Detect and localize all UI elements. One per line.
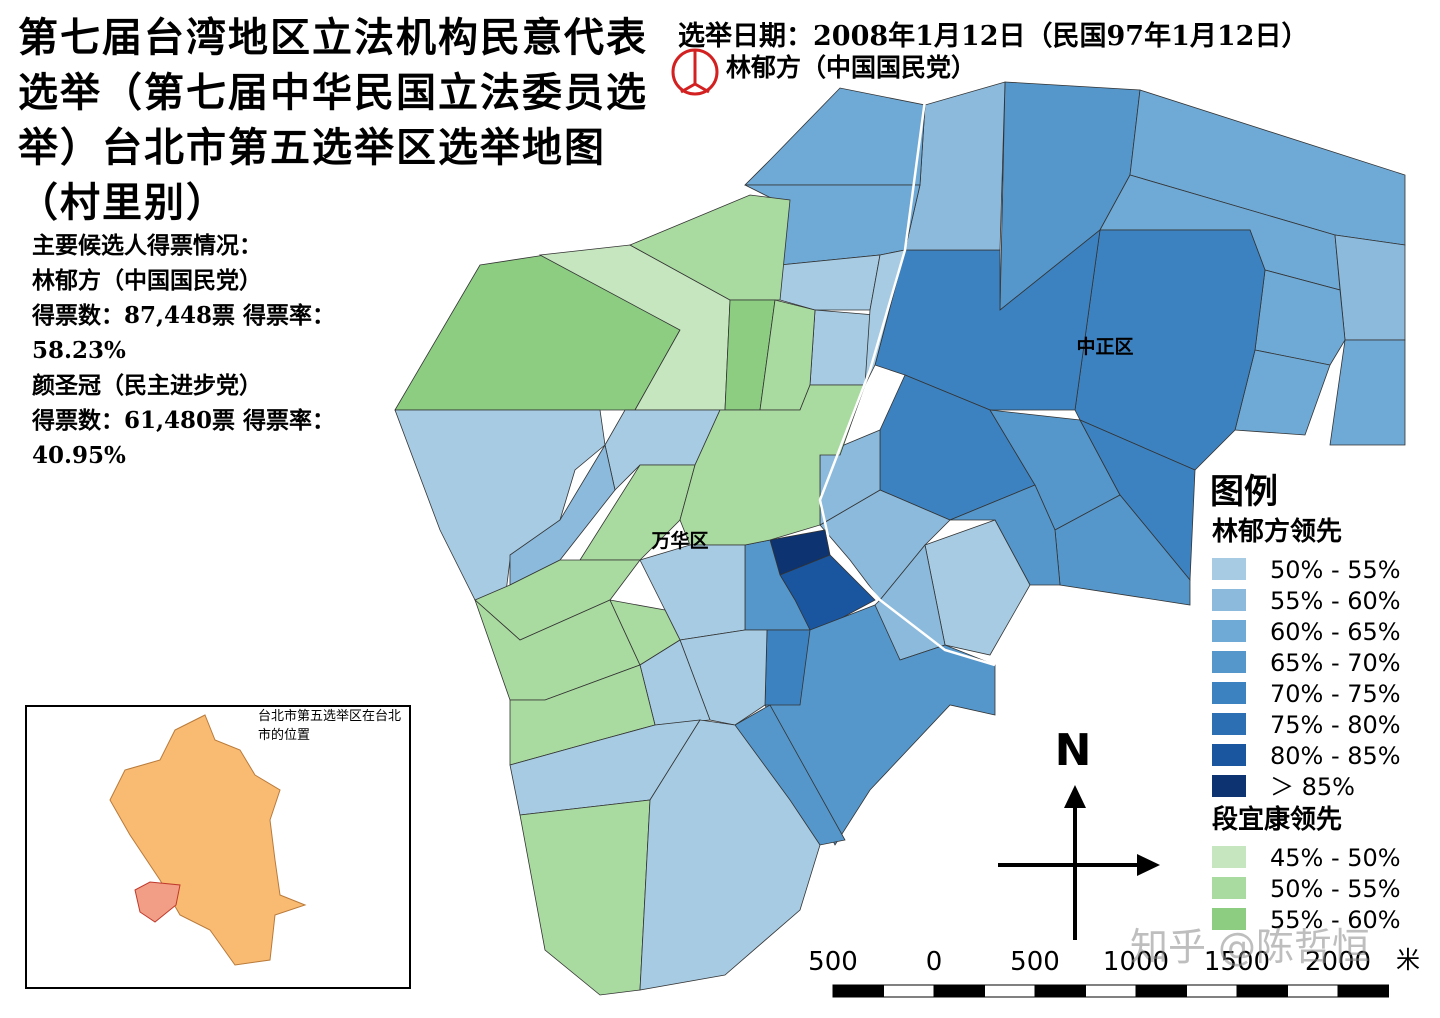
legend-swatch — [1212, 775, 1246, 797]
legend-swatch — [1212, 558, 1246, 580]
legend-group: 林郁方领先 — [1212, 516, 1342, 547]
scale-label: 2000 — [1305, 947, 1371, 977]
candidate-name: 颜圣冠（民主进步党） — [32, 372, 262, 399]
legend-label: 70% - 75% — [1270, 680, 1401, 708]
inset-map: 台北市第五选举区在台北市的位置 — [25, 705, 411, 989]
legend-label: 55% - 60% — [1270, 587, 1401, 615]
scale-segment — [883, 984, 935, 998]
candidate-result: 得票数：87,448票 得票率：58.23% — [32, 302, 336, 364]
legend-swatch — [1212, 651, 1246, 673]
legend-title: 图例 — [1210, 472, 1278, 512]
legend-label: 75% - 80% — [1270, 711, 1401, 739]
legend-label: 65% - 70% — [1270, 649, 1401, 677]
candidate-result: 得票数：61,480票 得票率：40.95% — [32, 407, 336, 469]
north-arrow — [998, 785, 1160, 940]
precinct-map — [394, 81, 1406, 996]
candidate-name: 林郁方（中国国民党） — [32, 267, 262, 294]
vote-summary: 主要候选人得票情况： 林郁方（中国国民党） 得票数：87,448票 得票率：58… — [32, 228, 337, 473]
scale-segment — [933, 984, 985, 998]
scale-segment — [984, 984, 1036, 998]
north-label: N — [1055, 725, 1092, 776]
legend-label: 50% - 55% — [1270, 875, 1401, 903]
legend-label: 60% - 65% — [1270, 618, 1401, 646]
legend-label: 80% - 85% — [1270, 742, 1401, 770]
scale-unit: 米 — [1396, 946, 1420, 974]
scale-label: 500 — [808, 947, 858, 977]
scale-segment — [1186, 984, 1238, 998]
scale-segment — [832, 984, 884, 998]
scale-segment — [1236, 984, 1288, 998]
scale-label: 500 — [1010, 947, 1060, 977]
scale-label: 1000 — [1103, 947, 1169, 977]
legend-swatch — [1212, 744, 1246, 766]
legend-swatch — [1212, 846, 1246, 868]
summary-heading: 主要候选人得票情况： — [32, 232, 262, 259]
district-label: 万华区 — [650, 529, 708, 552]
legend-label: 50% - 55% — [1270, 556, 1401, 584]
watermark: 知乎 @陈哲恒 — [1130, 925, 1370, 969]
map-title: 第七届台湾地区立法机构民意代表选举（第七届中华民国立法委员选举）台北市第五选举区… — [18, 14, 648, 226]
scale-label: 1500 — [1204, 947, 1270, 977]
legend-swatch — [1212, 620, 1246, 642]
legend-swatch — [1212, 877, 1246, 899]
legend-label: 55% - 60% — [1270, 906, 1401, 934]
scale-segment — [1034, 984, 1086, 998]
legend-swatch — [1212, 908, 1246, 930]
scale-segment — [1085, 984, 1137, 998]
winner: 林郁方（中国国民党） — [726, 53, 977, 82]
scale-segment — [1287, 984, 1339, 998]
scale-segment — [1135, 984, 1187, 998]
legend-label: ＞ 85% — [1270, 773, 1355, 801]
district-label: 中正区 — [1076, 335, 1133, 358]
inset-caption: 台北市第五选举区在台北市的位置 — [258, 709, 402, 743]
scale-segment — [1337, 984, 1389, 998]
legend-swatch — [1212, 713, 1246, 735]
scale-bar: 500 0 500 1000 1500 2000 米 — [808, 946, 1420, 998]
election-date: 选举日期：2008年1月12日（民国97年1月12日） — [678, 21, 1309, 52]
legend-swatch — [1212, 682, 1246, 704]
legend-group: 段宜康领先 — [1212, 804, 1342, 835]
legend-label: 45% - 50% — [1270, 844, 1401, 872]
ballot-icon — [671, 48, 719, 96]
scale-label: 0 — [926, 947, 943, 977]
legend-swatch — [1212, 589, 1246, 611]
